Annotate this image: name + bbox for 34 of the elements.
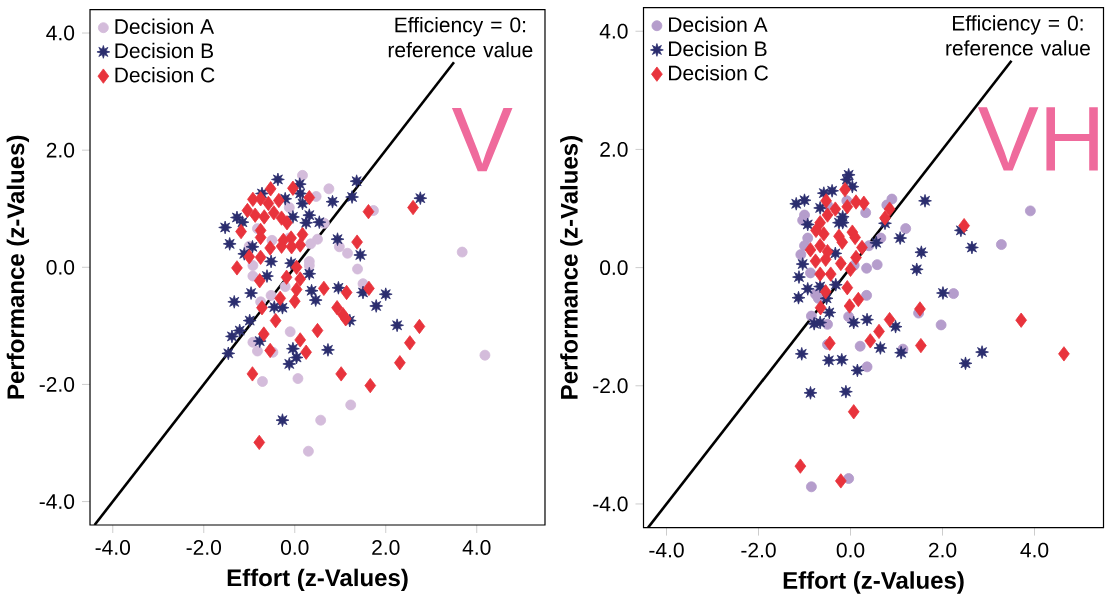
legend-label: Decision C	[115, 67, 215, 83]
y-axis-title: Performance (z-Values)	[560, 136, 583, 399]
x-tick-label: 2.0	[372, 540, 400, 555]
y-tick-label: -4.0	[39, 494, 75, 510]
x-tick-label: 0.0	[280, 540, 309, 555]
legend-label: Decision B	[115, 42, 213, 59]
legend-label: Decision B	[669, 40, 767, 57]
annotation: Efficiency = 0: reference value	[388, 16, 533, 58]
legend-label: Decision A	[669, 16, 768, 33]
x-tick-label: -4.0	[649, 542, 684, 558]
legend-label: Decision C	[669, 65, 768, 81]
x-tick-label: -4.0	[95, 540, 131, 555]
x-tick-label: 4.0	[462, 540, 491, 555]
y-tick-label: -4.0	[593, 496, 628, 512]
legend-label: Decision A	[115, 18, 215, 35]
y-tick-label: 2.0	[600, 142, 628, 157]
x-tick-label: 0.0	[836, 542, 865, 558]
annotation: Efficiency = 0: reference value	[946, 15, 1090, 56]
y-tick-label: -2.0	[39, 377, 75, 392]
y-tick-label: 0.0	[46, 259, 75, 275]
y-tick-label: -2.0	[593, 378, 628, 394]
y-tick-label: 2.0	[46, 142, 75, 158]
y-tick-label: 4.0	[46, 25, 75, 41]
x-axis-title: Effort (z-Values)	[227, 568, 408, 592]
y-axis-title: Performance (z-Values)	[6, 135, 30, 399]
x-tick-label: -2.0	[186, 540, 222, 555]
annotation: VH	[977, 107, 1098, 171]
x-tick-label: 2.0	[928, 542, 957, 558]
y-tick-label: 4.0	[599, 23, 628, 39]
x-tick-label: 4.0	[1020, 542, 1049, 558]
y-tick-label: 0.0	[600, 260, 628, 276]
x-axis-title: Effort (z-Values)	[783, 571, 964, 594]
x-tick-label: -2.0	[741, 542, 776, 558]
annotation: V	[451, 107, 513, 172]
